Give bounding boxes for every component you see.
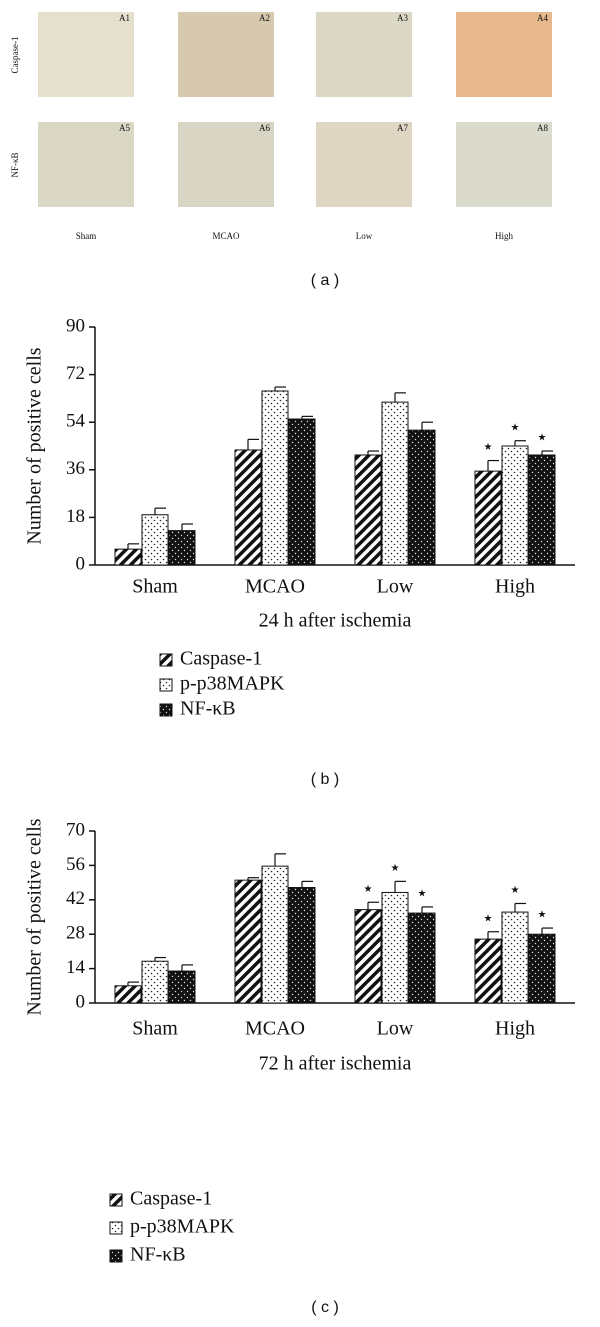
x-tick-label: High [495, 1018, 535, 1040]
significance-star: ⋆ [536, 427, 549, 449]
bar [408, 429, 436, 566]
panel-label: ( b ) [311, 771, 339, 788]
bar [354, 454, 382, 566]
bar [234, 449, 262, 566]
column-label: Sham [76, 231, 97, 241]
row-label: Caspase-1 [10, 37, 20, 74]
bar [288, 887, 316, 1004]
image-label: A6 [259, 123, 270, 133]
bar [528, 933, 556, 1004]
y-tick-label: 42 [66, 888, 85, 909]
legend-label: p-p38MAPK [130, 1216, 235, 1238]
legend-swatch [159, 678, 173, 692]
image-label: A5 [119, 123, 130, 133]
bar [141, 514, 169, 566]
bar [168, 530, 196, 566]
y-axis-title: Number of positive cells [24, 818, 46, 1015]
micrograph [38, 122, 134, 207]
micrograph [38, 12, 134, 97]
bar [234, 879, 262, 1004]
bar [408, 912, 436, 1004]
micrograph [316, 12, 412, 97]
column-label: MCAO [212, 231, 240, 241]
x-tick-label: MCAO [245, 1018, 305, 1040]
legend-swatch [159, 653, 173, 667]
micrograph [316, 122, 412, 207]
legend-label: NF-κB [180, 698, 236, 720]
image-label: A3 [397, 13, 408, 23]
bar [114, 985, 142, 1004]
x-tick-label: MCAO [245, 576, 305, 598]
y-tick-label: 56 [66, 854, 85, 875]
significance-star: ⋆ [482, 436, 495, 458]
legend-swatch [109, 1193, 123, 1207]
bar [288, 418, 316, 566]
image-label: A4 [537, 13, 548, 23]
y-tick-label: 36 [66, 458, 85, 479]
image-label: A1 [119, 13, 130, 23]
bar [381, 401, 409, 566]
legend-swatch [109, 1249, 123, 1263]
legend-swatch [109, 1221, 123, 1235]
y-tick-label: 90 [66, 315, 85, 336]
y-tick-label: 70 [66, 819, 85, 840]
legend-label: Caspase-1 [130, 1188, 212, 1210]
micrographs [38, 12, 552, 207]
x-tick-label: Sham [132, 1018, 178, 1040]
significance-star: ⋆ [362, 878, 375, 900]
bar [474, 938, 502, 1004]
significance-star: ⋆ [536, 904, 549, 926]
bar [261, 865, 289, 1004]
bar [381, 891, 409, 1004]
bar [261, 390, 289, 566]
micrograph [178, 12, 274, 97]
y-tick-label: 72 [66, 363, 85, 384]
y-axis-title: Number of positive cells [24, 347, 46, 544]
y-tick-label: 0 [76, 991, 86, 1012]
significance-star: ⋆ [509, 879, 522, 901]
x-tick-label: Low [377, 1018, 414, 1040]
y-tick-label: 54 [66, 411, 86, 432]
significance-star: ⋆ [389, 857, 402, 879]
bar [528, 454, 556, 566]
panel-label: ( a ) [311, 272, 339, 289]
x-tick-label: High [495, 576, 535, 598]
legend-label: Caspase-1 [180, 648, 262, 670]
y-tick-label: 18 [66, 506, 85, 527]
micrograph [456, 122, 552, 207]
significance-star: ⋆ [482, 907, 495, 929]
image-label: A8 [537, 123, 548, 133]
micrograph [456, 12, 552, 97]
legend-swatch [159, 703, 173, 717]
bar [501, 911, 529, 1004]
x-tick-label: Sham [132, 576, 178, 598]
significance-star: ⋆ [509, 416, 522, 438]
column-label: Low [356, 231, 373, 241]
row-label: NF-κB [10, 152, 20, 177]
bar [354, 909, 382, 1004]
bar [501, 445, 529, 566]
x-axis-title: 24 h after ischemia [259, 610, 412, 632]
bar [168, 970, 196, 1004]
y-tick-label: 0 [76, 553, 86, 574]
micrograph [178, 122, 274, 207]
panel-label: ( c ) [311, 1299, 339, 1316]
image-label: A7 [397, 123, 408, 133]
significance-star: ⋆ [416, 883, 429, 905]
column-label: High [495, 231, 514, 241]
y-tick-label: 14 [66, 957, 86, 978]
y-tick-label: 28 [66, 923, 85, 944]
x-axis-title: 72 h after ischemia [259, 1053, 412, 1075]
bar [114, 548, 142, 566]
x-tick-label: Low [377, 576, 414, 598]
bar [474, 470, 502, 566]
legend-label: p-p38MAPK [180, 673, 285, 695]
image-label: A2 [259, 13, 270, 23]
legend-label: NF-κB [130, 1244, 186, 1266]
bar [141, 960, 169, 1004]
